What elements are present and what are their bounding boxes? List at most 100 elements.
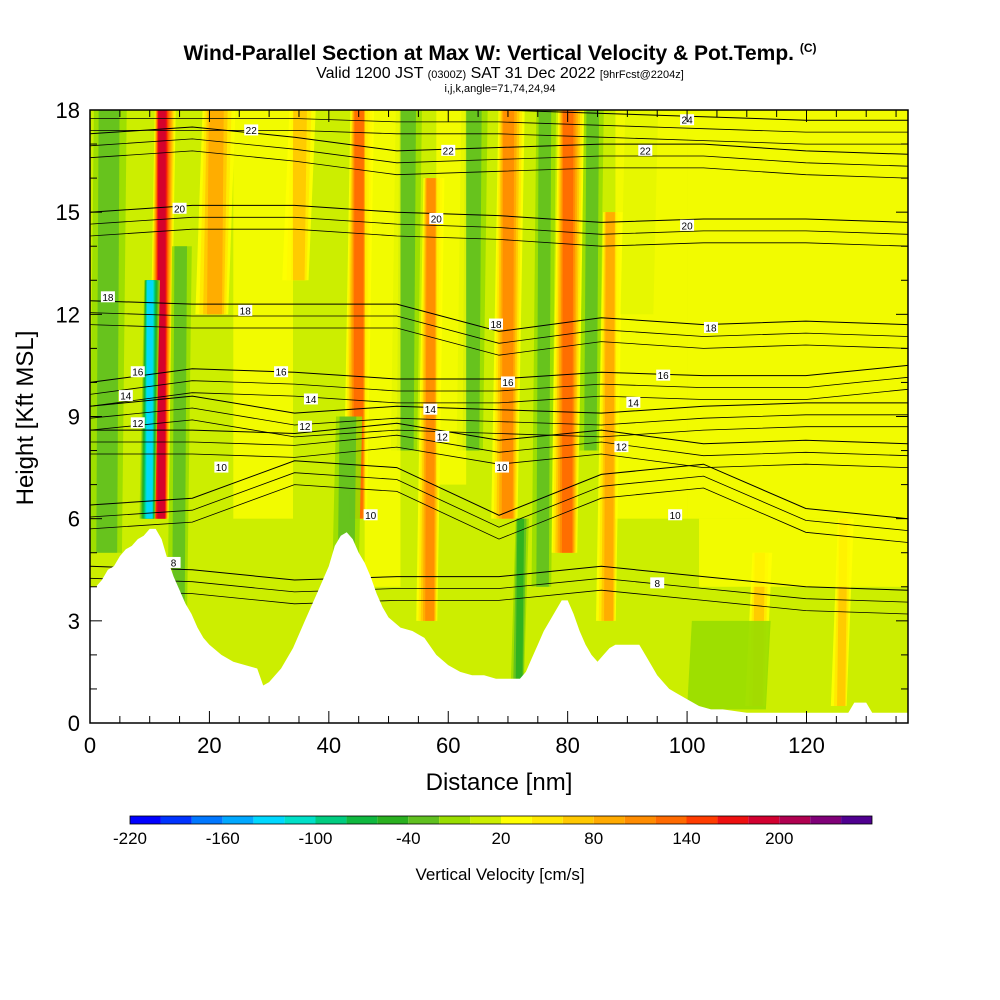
contour-label-text: 14 (120, 392, 132, 403)
colorbar-swatch (222, 816, 254, 824)
theta-contour-minor (90, 324, 908, 356)
theta-contour-label: 18 (100, 291, 115, 304)
colorbar-label: -40 (396, 829, 421, 848)
contour-label-text: 14 (628, 398, 640, 409)
theta-contour-minor (90, 376, 908, 395)
contour-label-text: 10 (496, 463, 508, 474)
contour-label-background (650, 577, 665, 589)
contour-label-text: 16 (502, 378, 514, 389)
contour-label-text: 14 (425, 405, 437, 416)
contour-label-background (274, 366, 289, 378)
theta-contour-minor (90, 589, 908, 615)
contour-label-background (303, 393, 318, 405)
theta-contour-minor (90, 312, 908, 344)
theta-contour-minor (90, 150, 908, 179)
theta-contour-16 (90, 364, 908, 383)
theta-contour-label: 16 (130, 366, 145, 379)
theta-contour-label: 12 (130, 417, 145, 430)
velocity-band (172, 246, 188, 621)
theta-contour-minor (90, 484, 908, 543)
velocity-band (687, 620, 771, 710)
weak-updraft-patch (436, 110, 467, 485)
colorbar-swatch (191, 816, 223, 824)
colorbar-swatch (593, 816, 625, 824)
theta-contour-minor (90, 118, 908, 133)
theta-contour-label: 16 (500, 376, 515, 389)
colorbar-swatch (160, 816, 192, 824)
theta-contour-minor (90, 577, 908, 603)
velocity-band (396, 110, 417, 451)
colorbar-swatch (439, 816, 471, 824)
theta-contour-label: 16 (656, 369, 671, 382)
forecast-info: [9hrFcst@2204z] (599, 69, 684, 81)
theta-contour-label: 12 (297, 420, 312, 433)
theta-contour-minor (90, 130, 908, 145)
weak-updraft-patch (364, 110, 401, 587)
contour-label-background (130, 417, 145, 429)
contour-label-background (500, 376, 515, 388)
colorbar-swatch (377, 816, 409, 824)
colorbar-swatch (346, 816, 378, 824)
contour-label-text: 12 (299, 422, 311, 433)
theta-contour-minor (90, 419, 908, 438)
velocity-band (146, 280, 154, 519)
grid-indices: i,j,k,angle=71,74,24,94 (444, 83, 556, 95)
chart-title-text: Wind-Parallel Section at Max W: Vertical… (183, 42, 794, 65)
contour-label-background (166, 556, 181, 568)
x-tick-label: 20 (197, 733, 221, 758)
theta-contour-label: 18 (489, 318, 504, 331)
colorbar-swatch (501, 816, 532, 824)
contour-label-background (172, 202, 187, 214)
contour-label-text: 16 (276, 368, 288, 379)
weak-updraft-patch (699, 518, 908, 587)
x-tick-label: 0 (84, 733, 96, 758)
chart-subtitle: Valid 1200 JST (0300Z) SAT 31 Dec 2022 [… (0, 66, 1000, 83)
contour-label-text: 10 (670, 511, 682, 522)
velocity-band (462, 110, 482, 451)
velocity-band (536, 110, 552, 587)
contour-label-background (494, 461, 509, 473)
contour-label-text: 12 (616, 443, 628, 454)
colorbar-label: -220 (113, 829, 147, 848)
contour-label-background (656, 369, 671, 381)
velocity-band (425, 178, 436, 621)
colorbar-frame (129, 815, 873, 825)
velocity-column (531, 110, 557, 587)
valid-date: SAT 31 Dec 2022 (470, 65, 596, 82)
y-axis-title: Height [Kft MSL] (12, 331, 39, 506)
colorbar-swatch (841, 816, 872, 824)
terrain (90, 528, 908, 723)
contour-label-text: 18 (490, 320, 502, 331)
theta-contour-8 (90, 565, 908, 591)
theta-contour-label: 22 (638, 144, 653, 157)
contour-label-text: 10 (365, 511, 377, 522)
contour-label-text: 18 (705, 323, 717, 334)
colorbar-swatch (315, 816, 347, 824)
contour-label-text: 12 (437, 432, 449, 443)
y-tick-label: 12 (56, 302, 80, 327)
colorbar-swatch (531, 816, 563, 824)
theta-contour-label: 12 (435, 430, 450, 443)
contour-label-text: 8 (171, 558, 177, 569)
colorbar-swatch (408, 816, 440, 824)
contour-label-background (100, 291, 115, 303)
contour-label-background (238, 304, 253, 316)
colorbar-swatch (717, 816, 749, 824)
velocity-column (579, 110, 604, 451)
theta-contour-label: 10 (214, 461, 229, 474)
contour-label-text: 22 (443, 146, 455, 157)
theta-contour-label: 10 (363, 509, 378, 522)
theta-contour-label: 16 (274, 366, 289, 379)
contour-label-text: 20 (431, 214, 443, 225)
contour-label-text: 10 (216, 463, 228, 474)
x-tick-label: 80 (555, 733, 579, 758)
theta-contour-minor (90, 434, 908, 457)
colorbar-swatch (624, 816, 656, 824)
contour-label-background (244, 124, 259, 136)
contour-label-background (214, 461, 229, 473)
theta-contour-minor (90, 228, 908, 247)
velocity-column (195, 110, 236, 315)
theta-contour-label: 20 (680, 219, 695, 232)
